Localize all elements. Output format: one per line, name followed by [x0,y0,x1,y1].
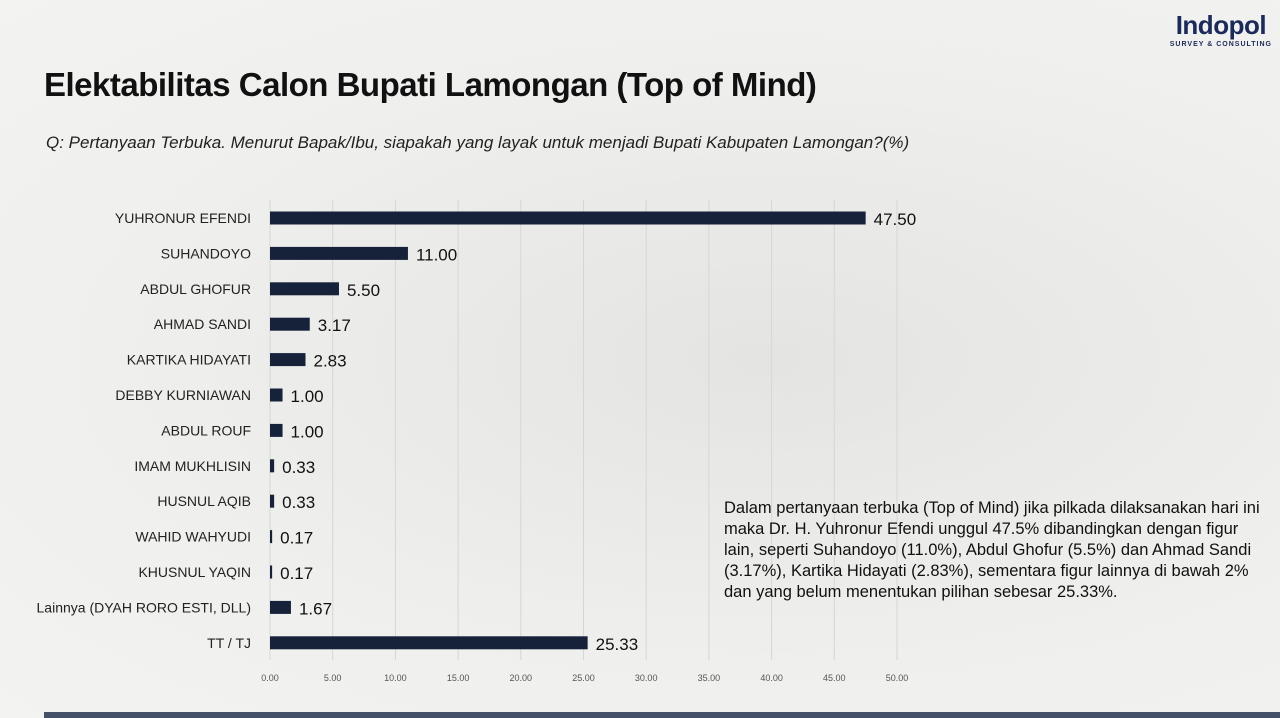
bar [270,246,408,260]
bar [270,423,283,437]
bar [270,600,291,614]
data-label: 0.33 [282,493,315,512]
x-tick-label: 35.00 [698,673,721,683]
x-tick-label: 10.00 [384,673,407,683]
x-tick-label: 45.00 [823,673,846,683]
summary-note: Dalam pertanyaan terbuka (Top of Mind) j… [724,499,1260,601]
x-tick-label: 50.00 [886,673,909,683]
bar [270,282,339,296]
data-label: 11.00 [416,245,457,264]
data-label: 1.00 [291,422,324,441]
bar [270,353,306,367]
category-label: AHMAD SANDI [154,316,251,332]
bar [270,636,588,650]
bar [270,494,275,508]
logo-brand: Indopol [1175,10,1267,40]
data-label: 47.50 [874,210,917,229]
data-label: 25.33 [596,635,639,654]
bar [270,317,310,331]
data-label: 0.17 [280,529,313,548]
category-label: DEBBY KURNIAWAN [115,387,251,403]
data-label: 1.67 [299,599,332,618]
category-label: YUHRONUR EFENDI [115,210,251,226]
bar [270,388,283,402]
page-title: Elektabilitas Calon Bupati Lamongan (Top… [44,66,817,103]
x-tick-label: 30.00 [635,673,658,683]
bar [270,211,866,225]
category-label: WAHID WAHYUDI [135,529,251,545]
category-label: ABDUL GHOFUR [140,281,251,297]
data-label: 0.33 [282,458,315,477]
bar [270,459,275,473]
data-label: 1.00 [291,387,324,406]
category-label: IMAM MUKHLISIN [134,458,251,474]
bar [270,530,273,544]
category-label: TT / TJ [207,635,251,651]
x-tick-label: 0.00 [261,673,279,683]
data-label: 2.83 [313,352,346,371]
category-label: ABDUL ROUF [161,422,251,438]
x-tick-label: 20.00 [510,673,533,683]
logo-subtitle: SURVEY & CONSULTING [1169,41,1272,48]
category-label: SUHANDOYO [161,245,251,261]
data-label: 3.17 [318,316,351,335]
category-label: KHUSNUL YAQIN [138,564,251,580]
survey-question: Q: Pertanyaan Terbuka. Menurut Bapak/Ibu… [46,133,910,152]
category-label: Lainnya (DYAH RORO ESTI, DLL) [37,599,251,615]
data-label: 5.50 [347,281,380,300]
x-tick-label: 25.00 [572,673,595,683]
data-label: 0.17 [280,564,313,583]
category-label: HUSNUL AQIB [157,493,251,509]
x-tick-label: 40.00 [760,673,783,683]
bar [270,565,273,579]
category-label: KARTIKA HIDAYATI [127,352,251,368]
x-tick-label: 5.00 [324,673,342,683]
bottom-divider [44,712,1280,718]
x-tick-label: 15.00 [447,673,470,683]
indopol-logo: Indopol SURVEY & CONSULTING [1170,10,1272,48]
